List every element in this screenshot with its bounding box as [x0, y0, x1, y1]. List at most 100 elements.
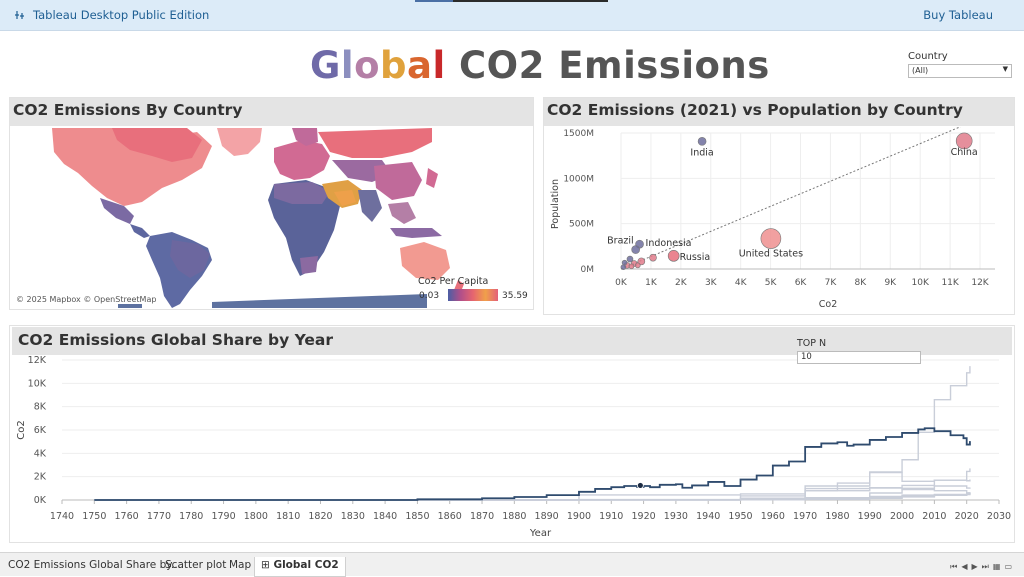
map-region-south-africa [300, 256, 318, 274]
scatter-point [637, 257, 646, 266]
tab-global-co2[interactable]: ⊞ Global CO2 [254, 557, 346, 577]
line-x-tick-label: 1900 [567, 511, 591, 522]
map-region-india [358, 190, 382, 222]
line-y-tick-label: 10K [28, 378, 47, 389]
line-y-tick-label: 6K [34, 425, 47, 436]
line-x-tick-label: 1770 [147, 511, 171, 522]
scatter-y-tick-label: 500M [569, 220, 594, 230]
line-panel-title: CO2 Emissions Global Share by Year [18, 331, 334, 349]
line-y-tick-label: 0K [34, 495, 47, 506]
world-map[interactable]: Co2 Per Capita 0.03 35.59 © 2025 Mapbox … [12, 128, 531, 308]
line-x-tick-label: 2000 [890, 511, 914, 522]
map-panel: CO2 Emissions By Country [9, 97, 534, 310]
sheet-nav-controls: ⏮◀▶⏭▦▭ [950, 562, 1016, 572]
top-n-input[interactable]: 10 [797, 351, 921, 364]
map-region-russia [318, 128, 432, 158]
top-n-parameter: TOP N 10 [797, 338, 921, 364]
line-x-tick-label: 1780 [179, 511, 203, 522]
map-legend-min: 0.03 [419, 291, 440, 301]
scatter-point [631, 245, 640, 254]
scatter-panel: CO2 Emissions (2021) vs Population by Co… [543, 97, 1015, 315]
tab-scatter-plot[interactable]: Scatter plot [159, 557, 232, 577]
line-x-tick-label: 1870 [470, 511, 494, 522]
scatter-point [621, 259, 628, 266]
scatter-y-axis-label: Population [550, 179, 561, 229]
map-region-brazil [170, 240, 210, 278]
scatter-point [667, 250, 680, 262]
scatter-point [628, 263, 635, 270]
scatter-point [760, 228, 782, 249]
scatter-point [697, 137, 707, 146]
view-icon[interactable]: ▭ [1004, 562, 1016, 571]
line-x-axis-label: Year [529, 528, 552, 539]
map-region-australia [400, 242, 450, 280]
buy-tableau-link[interactable]: Buy Tableau [923, 8, 993, 22]
loading-bar [415, 0, 608, 2]
tab-label: Map [229, 559, 252, 571]
line-x-tick-label: 1970 [793, 511, 817, 522]
country-filter-value: (All) [912, 66, 929, 75]
scatter-point-label: Indonesia [646, 238, 692, 249]
next-icon[interactable]: ▶ [971, 562, 982, 571]
first-icon[interactable]: ⏮ [950, 562, 962, 571]
line-x-tick-label: 1810 [276, 511, 300, 522]
scatter-x-tick-label: 10K [912, 278, 930, 288]
tab-label: CO2 Emissions Global Share by... [8, 559, 182, 571]
scatter-point-label: United States [739, 249, 803, 260]
scatter-point [626, 255, 634, 263]
scatter-x-tick-label: 6K [795, 278, 808, 288]
map-panel-header: CO2 Emissions By Country [10, 98, 533, 126]
country-filter: Country (All) ▼ [908, 51, 1012, 78]
scatter-chart[interactable]: 0K 1K 2K 3K 4K 5K 6K 7K 8K 9K 10K 11K 12K 0M 500M 1000M… [544, 127, 1014, 315]
scatter-point-label: Russia [680, 252, 711, 263]
sheet-tab-bar: CO2 Emissions Global Share by... Scatter… [0, 552, 1024, 577]
title-letter: CO2 Emissions [445, 44, 770, 87]
grid-icon[interactable]: ▦ [992, 562, 1005, 571]
scatter-x-tick-label: 9K [884, 278, 897, 288]
line-x-tick-label: 1820 [308, 511, 332, 522]
line-x-tick-label: 1850 [405, 511, 429, 522]
line-y-tick-label: 2K [34, 472, 47, 483]
scatter-x-tick-label: 0K [615, 278, 628, 288]
map-region-saudi [334, 190, 356, 206]
map-region-antarctica [212, 294, 427, 308]
dashboard-icon: ⊞ [261, 559, 270, 571]
title-letter: a [406, 44, 433, 87]
scatter-x-tick-label: 3K [705, 278, 718, 288]
country-filter-select[interactable]: (All) ▼ [908, 64, 1012, 78]
line-x-tick-label: 1960 [761, 511, 785, 522]
scatter-x-tick-label: 12K [971, 278, 989, 288]
prev-icon[interactable]: ◀ [961, 562, 972, 571]
scatter-point [955, 132, 973, 150]
line-x-tick-label: 1750 [82, 511, 106, 522]
line-chart[interactable]: 0K 2K 4K 6K 8K 10K 12K 1740 1750 1760 1770 1780 1790… [10, 356, 1014, 542]
line-y-tick-label: 4K [34, 448, 47, 459]
chevron-down-icon: ▼ [1002, 65, 1008, 73]
map-panel-title: CO2 Emissions By Country [13, 101, 243, 119]
tab-map[interactable]: Map [223, 557, 257, 577]
line-x-tick-label: 1830 [341, 511, 365, 522]
tab-label: Scatter plot [165, 559, 227, 571]
dashboard-title: Global CO2 Emissions [310, 44, 770, 88]
map-region-indonesia [390, 228, 442, 238]
line-x-tick-label: 1950 [728, 511, 752, 522]
line-x-tick-label: 2010 [922, 511, 946, 522]
line-x-tick-label: 1860 [438, 511, 462, 522]
map-region-southeast-asia [388, 202, 416, 224]
line-x-tick-label: 2020 [955, 511, 979, 522]
scatter-y-tick-label: 0M [581, 265, 595, 275]
map-legend-max: 35.59 [502, 291, 528, 301]
title-letter: o [354, 44, 380, 87]
tab-co2-global-share[interactable]: CO2 Emissions Global Share by... [2, 557, 187, 577]
title-letter: G [310, 44, 341, 87]
last-icon[interactable]: ⏭ [981, 562, 993, 571]
line-x-tick-label: 1740 [50, 511, 74, 522]
line-x-tick-label: 1930 [664, 511, 688, 522]
scatter-x-tick-label: 1K [645, 278, 658, 288]
line-series-other [94, 366, 971, 501]
map-legend-color-ramp [448, 289, 498, 301]
line-x-tick-label: 1940 [696, 511, 720, 522]
line-x-tick-label: 1840 [373, 511, 397, 522]
line-x-tick-label: 1920 [631, 511, 655, 522]
map-legend-title: Co2 Per Capita [418, 276, 489, 287]
